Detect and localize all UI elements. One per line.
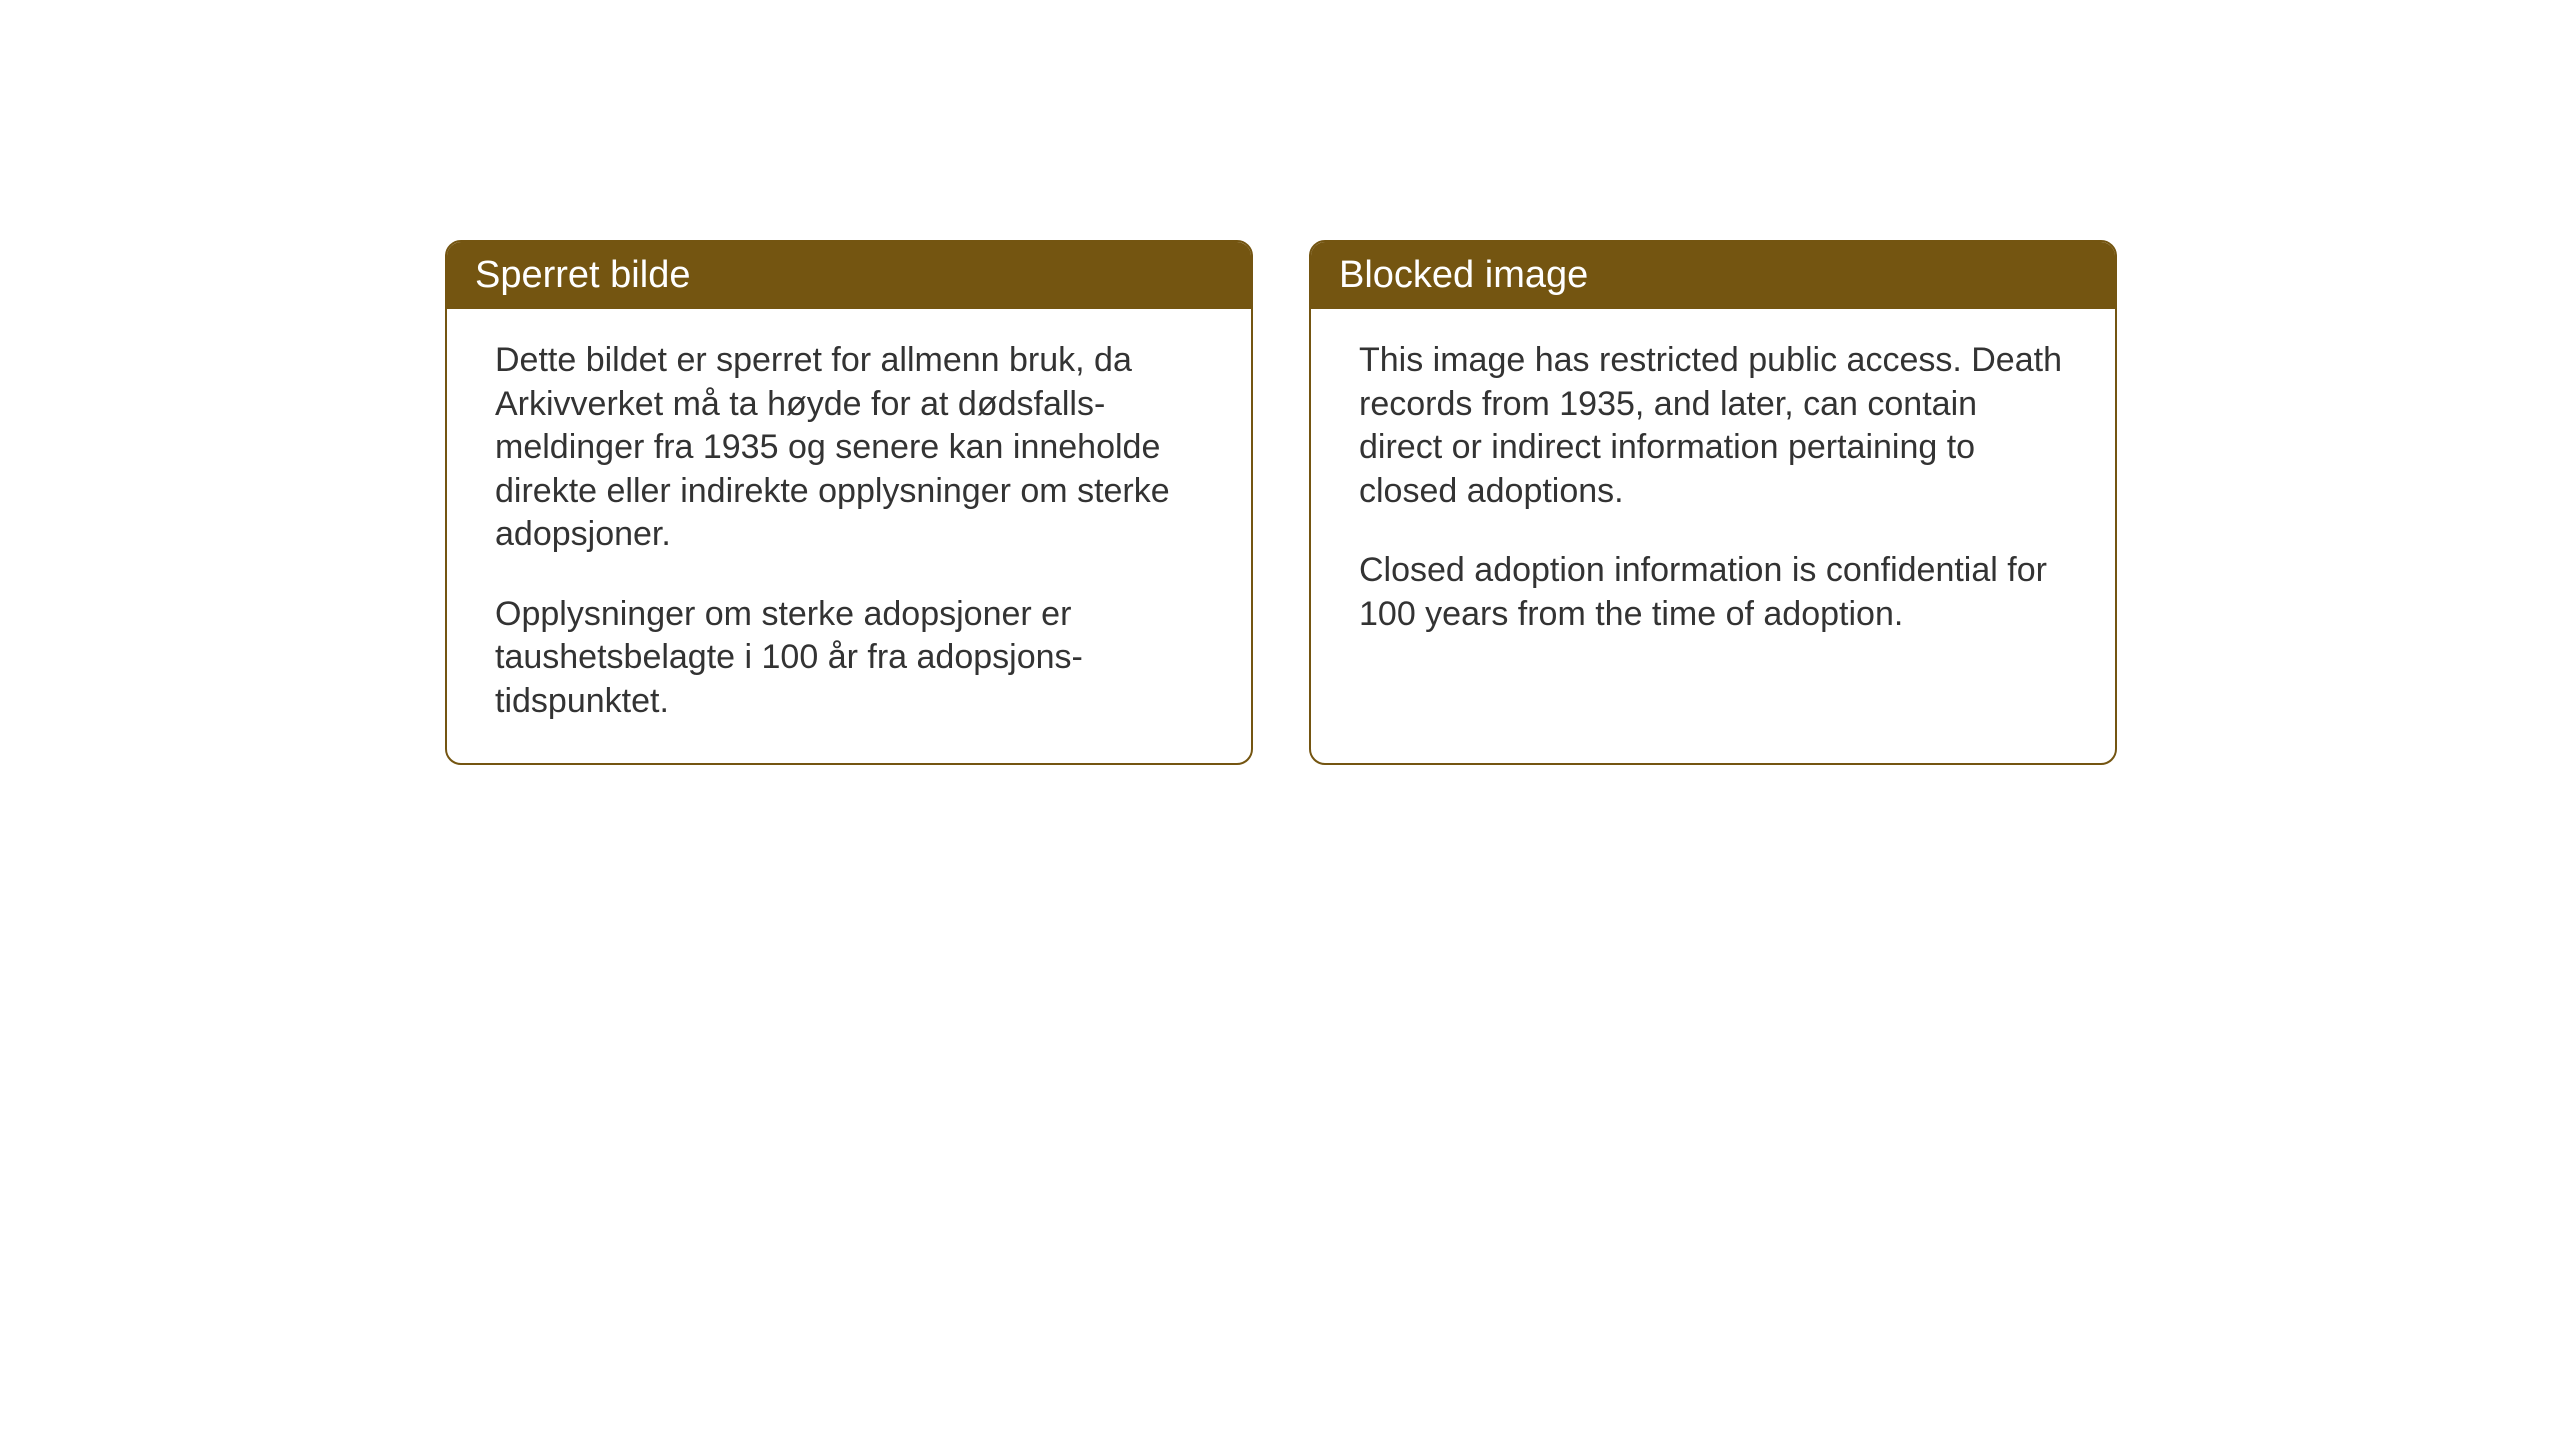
card-header-english: Blocked image xyxy=(1311,242,2115,309)
card-body-norwegian: Dette bildet er sperret for allmenn bruk… xyxy=(447,309,1251,763)
notice-card-norwegian: Sperret bilde Dette bildet er sperret fo… xyxy=(445,240,1253,765)
card-paragraph: Dette bildet er sperret for allmenn bruk… xyxy=(495,339,1203,557)
card-header-norwegian: Sperret bilde xyxy=(447,242,1251,309)
card-body-english: This image has restricted public access.… xyxy=(1311,309,2115,676)
notice-card-english: Blocked image This image has restricted … xyxy=(1309,240,2117,765)
card-paragraph: This image has restricted public access.… xyxy=(1359,339,2067,513)
card-title: Sperret bilde xyxy=(475,254,690,296)
card-title: Blocked image xyxy=(1339,254,1588,296)
card-paragraph: Closed adoption information is confident… xyxy=(1359,549,2067,636)
notice-container: Sperret bilde Dette bildet er sperret fo… xyxy=(445,240,2117,765)
card-paragraph: Opplysninger om sterke adopsjoner er tau… xyxy=(495,593,1203,724)
